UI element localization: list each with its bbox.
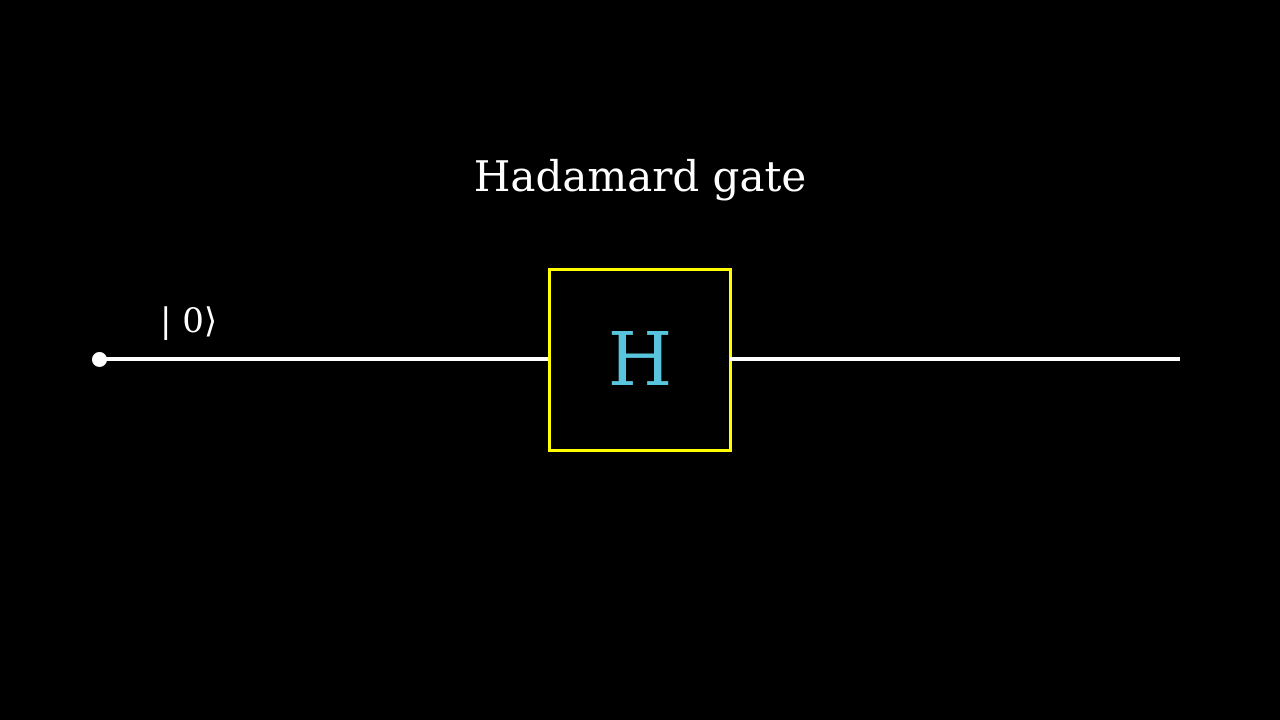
hadamard-gate-label: H <box>607 317 673 403</box>
qubit-wire-input <box>100 357 550 361</box>
qubit-wire-output <box>730 357 1180 361</box>
wire-start-dot <box>92 352 107 367</box>
hadamard-gate-box: H <box>548 268 732 452</box>
input-state-label: | 0⟩ <box>160 301 218 341</box>
diagram-title: Hadamard gate <box>473 152 807 201</box>
